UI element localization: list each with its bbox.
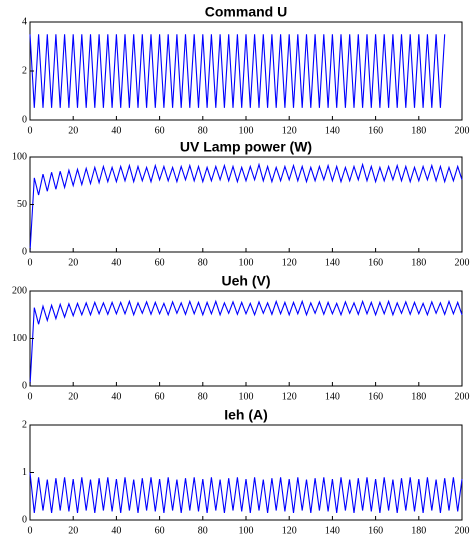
x-tick-label: 120	[282, 391, 297, 402]
x-tick-label: 0	[28, 391, 33, 402]
y-tick-label: 0	[22, 114, 27, 125]
x-tick-label: 40	[111, 391, 121, 402]
x-tick-label: 180	[411, 525, 426, 536]
x-tick-label: 160	[368, 525, 383, 536]
x-tick-label: 80	[198, 125, 208, 136]
x-tick-label: 120	[282, 125, 297, 136]
x-tick-label: 160	[368, 257, 383, 268]
x-tick-label: 0	[28, 125, 33, 136]
x-tick-label: 20	[68, 525, 78, 536]
x-tick-label: 100	[239, 391, 254, 402]
x-tick-label: 40	[111, 257, 121, 268]
x-tick-label: 180	[411, 125, 426, 136]
x-tick-label: 60	[155, 525, 165, 536]
x-tick-label: 100	[239, 257, 254, 268]
x-tick-label: 60	[155, 125, 165, 136]
y-tick-label: 4	[22, 16, 27, 27]
x-tick-label: 40	[111, 525, 121, 536]
chart-title: Command U	[205, 4, 287, 20]
x-tick-label: 160	[368, 125, 383, 136]
x-tick-label: 120	[282, 257, 297, 268]
y-tick-label: 1	[22, 467, 27, 478]
x-tick-label: 100	[239, 525, 254, 536]
chart-title: Ieh (A)	[224, 407, 268, 423]
y-tick-label: 200	[12, 285, 27, 296]
x-tick-label: 200	[455, 125, 470, 136]
x-tick-label: 140	[325, 525, 340, 536]
data-line	[29, 34, 446, 108]
x-tick-label: 80	[198, 257, 208, 268]
x-tick-label: 0	[28, 257, 33, 268]
y-tick-label: 0	[22, 380, 27, 391]
x-tick-label: 140	[325, 257, 340, 268]
y-tick-label: 0	[22, 514, 27, 525]
x-tick-label: 20	[68, 257, 78, 268]
data-line	[29, 162, 463, 253]
x-tick-label: 200	[455, 525, 470, 536]
x-tick-label: 160	[368, 391, 383, 402]
x-tick-label: 0	[28, 525, 33, 536]
plot-area	[29, 424, 463, 521]
plot-area	[29, 156, 463, 253]
chart-title: UV Lamp power (W)	[180, 139, 312, 155]
y-tick-label: 2	[22, 419, 27, 430]
x-tick-label: 20	[68, 391, 78, 402]
x-tick-label: 60	[155, 391, 165, 402]
x-tick-label: 40	[111, 125, 121, 136]
x-tick-label: 80	[198, 391, 208, 402]
data-line	[29, 299, 463, 387]
y-tick-label: 50	[17, 199, 27, 210]
x-tick-label: 180	[411, 391, 426, 402]
x-tick-label: 80	[198, 525, 208, 536]
x-tick-label: 140	[325, 125, 340, 136]
x-tick-label: 180	[411, 257, 426, 268]
y-tick-label: 0	[22, 246, 27, 257]
data-line	[29, 472, 463, 513]
plot-area	[29, 290, 463, 387]
x-tick-label: 20	[68, 125, 78, 136]
x-tick-label: 100	[239, 125, 254, 136]
x-tick-label: 60	[155, 257, 165, 268]
x-tick-label: 120	[282, 525, 297, 536]
x-tick-label: 200	[455, 391, 470, 402]
y-tick-label: 2	[22, 65, 27, 76]
x-tick-label: 140	[325, 391, 340, 402]
chart-title: Ueh (V)	[222, 273, 271, 289]
y-tick-label: 100	[12, 333, 27, 344]
y-tick-label: 100	[12, 151, 27, 162]
x-tick-label: 200	[455, 257, 470, 268]
